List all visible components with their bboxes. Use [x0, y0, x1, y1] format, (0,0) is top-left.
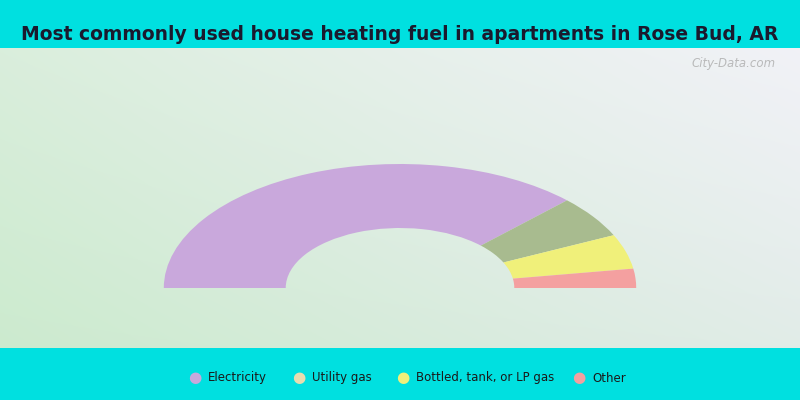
- Text: Bottled, tank, or LP gas: Bottled, tank, or LP gas: [416, 372, 554, 384]
- Wedge shape: [503, 235, 634, 279]
- Text: ●: ●: [188, 370, 201, 386]
- Text: Other: Other: [592, 372, 626, 384]
- Text: ●: ●: [292, 370, 305, 386]
- Wedge shape: [513, 269, 636, 288]
- Wedge shape: [481, 200, 614, 262]
- Text: ●: ●: [396, 370, 409, 386]
- Wedge shape: [164, 164, 567, 288]
- Text: City-Data.com: City-Data.com: [692, 57, 776, 70]
- Text: Utility gas: Utility gas: [312, 372, 372, 384]
- Text: ●: ●: [572, 370, 585, 386]
- Text: Most commonly used house heating fuel in apartments in Rose Bud, AR: Most commonly used house heating fuel in…: [22, 24, 778, 44]
- Text: Electricity: Electricity: [208, 372, 267, 384]
